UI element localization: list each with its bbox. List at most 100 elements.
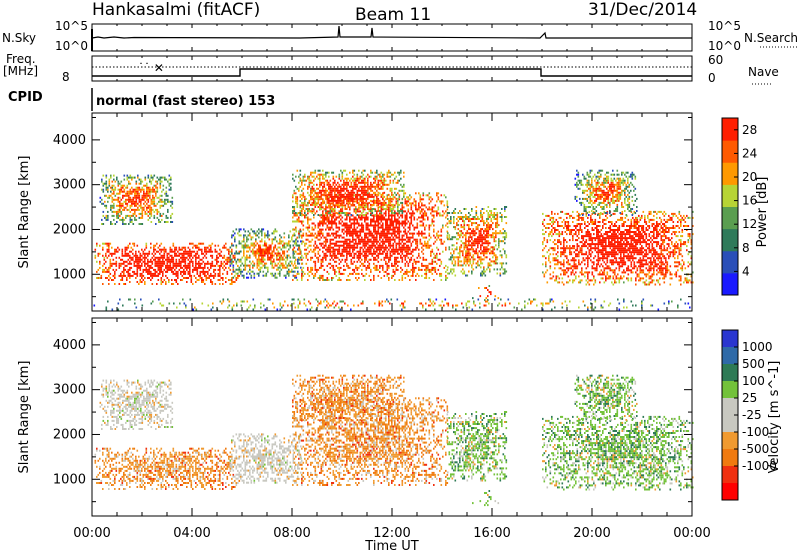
power-cell — [468, 228, 470, 231]
power-cell — [346, 195, 348, 198]
power-cell — [344, 187, 347, 190]
power-cell — [134, 202, 136, 205]
power-cell — [142, 260, 145, 263]
power-cell — [347, 189, 350, 192]
power-cell — [293, 220, 296, 223]
power-cell — [217, 272, 220, 275]
power-cell — [175, 252, 178, 255]
power-cell — [353, 173, 356, 176]
power-cell — [317, 169, 320, 172]
power-cell — [138, 208, 141, 211]
power-cell — [117, 188, 120, 191]
power-cell — [454, 226, 457, 229]
power-cell — [347, 279, 350, 281]
power-cell — [222, 277, 224, 279]
power-cell — [404, 258, 407, 261]
power-cell — [445, 277, 447, 279]
power-cell — [419, 198, 422, 201]
power-cell — [268, 258, 271, 261]
power-cell — [199, 266, 202, 269]
power-cell — [447, 206, 449, 208]
power-cell — [361, 171, 363, 174]
power-cell — [255, 238, 257, 241]
power-cell — [282, 244, 284, 247]
power-cell — [219, 272, 221, 275]
power-cell — [135, 277, 137, 279]
power-cell — [238, 250, 241, 253]
power-cell — [451, 254, 454, 257]
power-cell — [190, 279, 193, 281]
power-cell — [428, 270, 431, 273]
power-cell — [141, 248, 143, 251]
power-cell — [478, 232, 481, 235]
power-cell — [159, 262, 161, 265]
power-cell — [129, 242, 131, 245]
power-cell — [301, 210, 303, 212]
power-cell — [334, 204, 336, 207]
power-cell — [377, 191, 380, 194]
power-cell — [234, 274, 236, 277]
power-cell — [205, 262, 208, 265]
power-cell — [404, 200, 407, 203]
power-cell — [436, 194, 438, 197]
freq-line — [92, 68, 692, 77]
power-cell — [246, 258, 248, 261]
power-cell — [471, 208, 473, 210]
power-cell — [400, 242, 402, 245]
power-cell — [232, 234, 235, 237]
power-cell — [323, 183, 326, 186]
power-cell — [385, 236, 387, 239]
power-cell — [367, 232, 369, 235]
power-cell — [352, 218, 354, 221]
power-cell — [177, 277, 179, 279]
power-cell — [353, 187, 356, 190]
power-cell — [406, 260, 408, 263]
power-cell — [184, 266, 187, 269]
power-cell — [264, 258, 266, 261]
power-cell — [299, 206, 302, 208]
power-cell — [243, 246, 245, 249]
power-cell — [436, 254, 438, 257]
power-cell — [114, 210, 117, 213]
power-cell — [475, 242, 478, 245]
power-cell — [156, 188, 159, 191]
power-cell — [229, 258, 232, 261]
power-cell — [238, 270, 241, 273]
power-cell — [311, 171, 314, 174]
power-cell — [373, 248, 375, 251]
power-cell — [319, 232, 321, 235]
power-cell — [412, 212, 414, 215]
power-cell — [331, 224, 333, 227]
power-cell — [261, 234, 263, 237]
power-cell — [310, 210, 312, 212]
power-cell — [122, 202, 124, 205]
power-cell — [474, 242, 476, 245]
power-cell — [477, 216, 479, 218]
power-cell — [127, 272, 130, 275]
power-cell — [472, 234, 475, 237]
power-cell — [319, 254, 321, 257]
power-cell — [343, 181, 345, 184]
power-cell — [347, 201, 350, 204]
power-cell — [297, 258, 299, 261]
power-cell — [293, 256, 296, 259]
power-cell — [428, 226, 431, 229]
power-cell — [118, 274, 121, 277]
power-cell — [364, 169, 366, 172]
power-cell — [256, 262, 259, 265]
power-cell — [172, 244, 175, 247]
power-cell — [325, 179, 327, 182]
power-cell — [400, 250, 402, 253]
power-cell — [219, 274, 221, 277]
power-cell — [373, 203, 375, 206]
power-cell — [105, 194, 108, 197]
power-cell — [383, 181, 386, 184]
power-cell — [329, 226, 332, 229]
power-cell — [388, 260, 390, 263]
power-cell — [113, 190, 115, 193]
power-cell — [370, 189, 372, 192]
power-cell — [295, 195, 297, 198]
power-cell — [434, 204, 437, 207]
power-cell — [422, 264, 425, 267]
power-cell — [400, 177, 402, 180]
